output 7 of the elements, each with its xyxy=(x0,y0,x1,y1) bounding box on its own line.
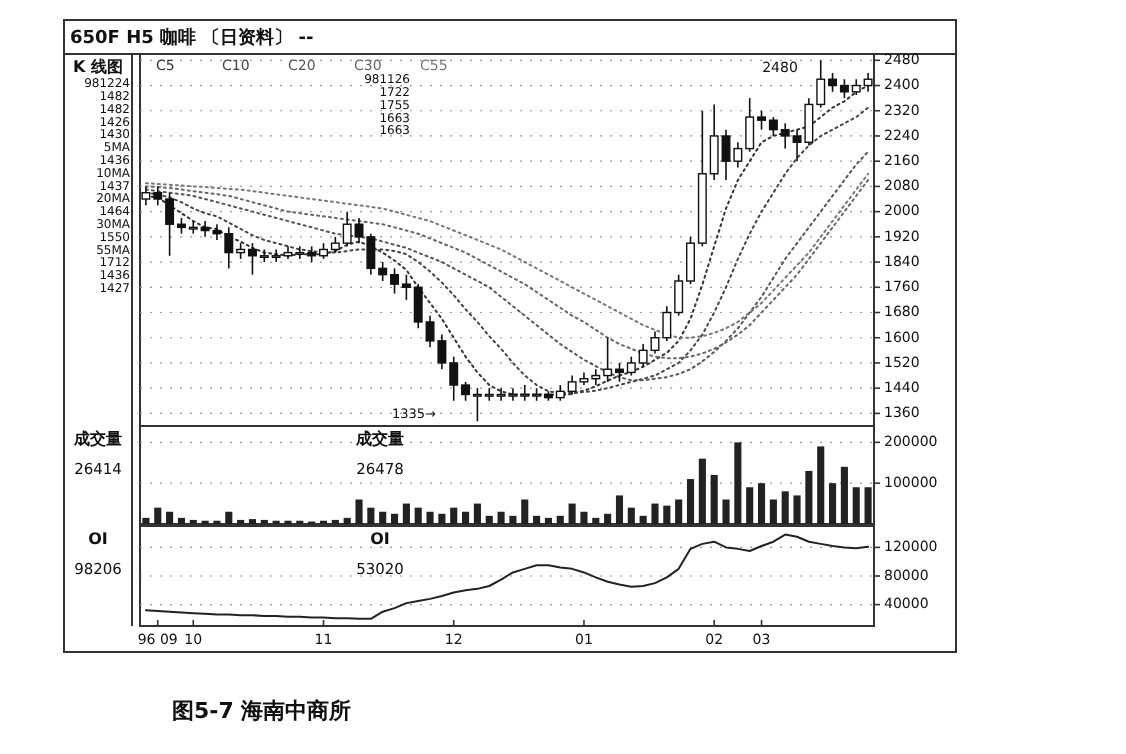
annotation: OI xyxy=(88,530,108,549)
annotation: 成交量 xyxy=(356,430,404,449)
annotation: 图5-7 海南中商所 xyxy=(172,698,352,725)
annotation: 成交量 xyxy=(74,430,122,449)
annotation: OI xyxy=(370,530,390,549)
title: 650F H5 咖啡 〔日资料〕 -- xyxy=(70,28,314,49)
annotation: K 线图 xyxy=(73,58,123,77)
